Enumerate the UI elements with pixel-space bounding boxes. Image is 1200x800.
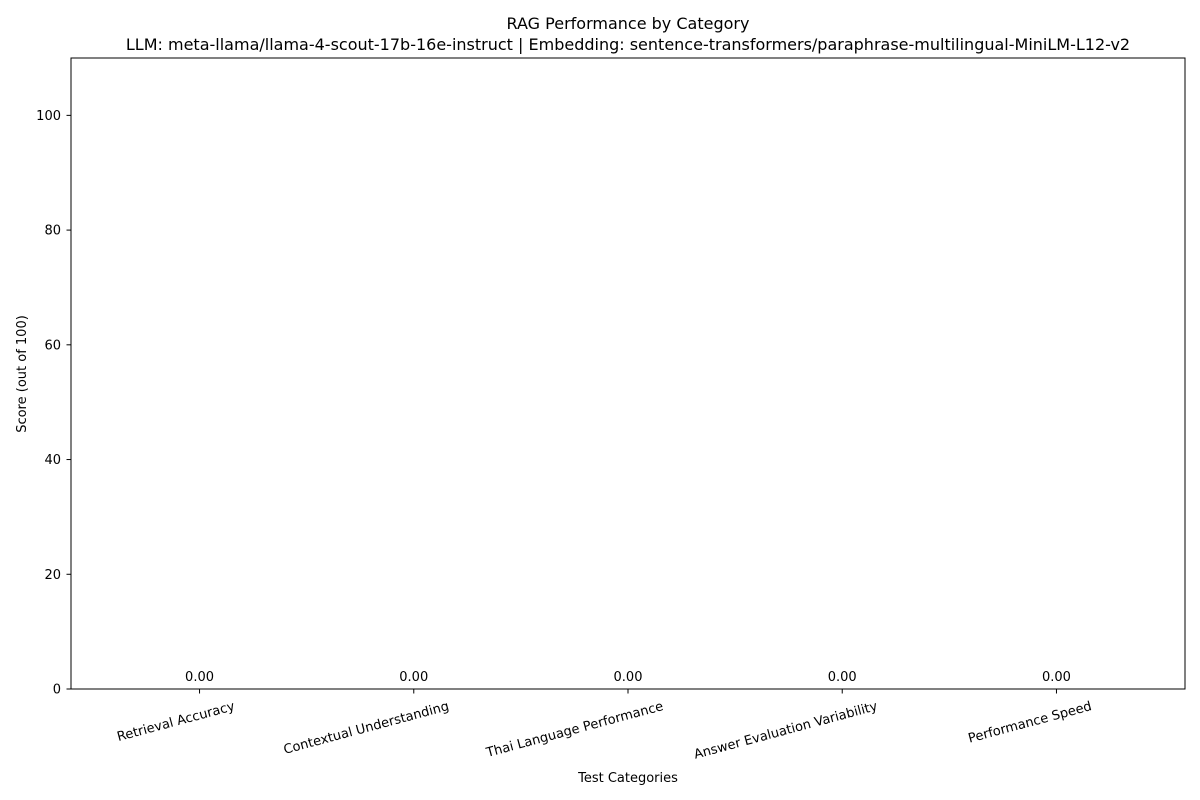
chart-title: RAG Performance by Category (507, 14, 750, 33)
x-tick-label: Retrieval Accuracy (116, 699, 237, 745)
y-tick-label: 0 (53, 683, 61, 698)
data-label: 0.00 (399, 670, 428, 685)
x-tick-label: Thai Language Performance (484, 699, 665, 761)
y-tick-label: 80 (44, 224, 61, 239)
plot-area (70, 57, 1186, 690)
x-tick-label: Performance Speed (967, 699, 1094, 746)
data-label: 0.00 (828, 670, 857, 685)
y-axis: 0 20 40 60 80 100 (36, 109, 71, 698)
x-axis-title: Test Categories (577, 771, 678, 786)
x-tick-label: Contextual Understanding (282, 699, 451, 758)
y-tick-label: 40 (44, 453, 61, 468)
x-axis: Retrieval Accuracy Contextual Understandi… (116, 689, 1094, 763)
data-label: 0.00 (1042, 670, 1071, 685)
chart-subtitle: LLM: meta-llama/llama-4-scout-17b-16e-in… (126, 35, 1130, 54)
y-axis-title: Score (out of 100) (15, 315, 30, 433)
data-label: 0.00 (185, 670, 214, 685)
y-tick-label: 20 (44, 568, 61, 583)
plot-frame (70, 57, 1186, 690)
data-label: 0.00 (614, 670, 643, 685)
y-tick-label: 100 (36, 109, 61, 124)
x-tick-label: Answer Evaluation Variability (692, 699, 879, 763)
y-tick-label: 60 (44, 338, 61, 353)
value-labels-layer: 0.00 0.00 0.00 0.00 0.00 (185, 670, 1071, 685)
